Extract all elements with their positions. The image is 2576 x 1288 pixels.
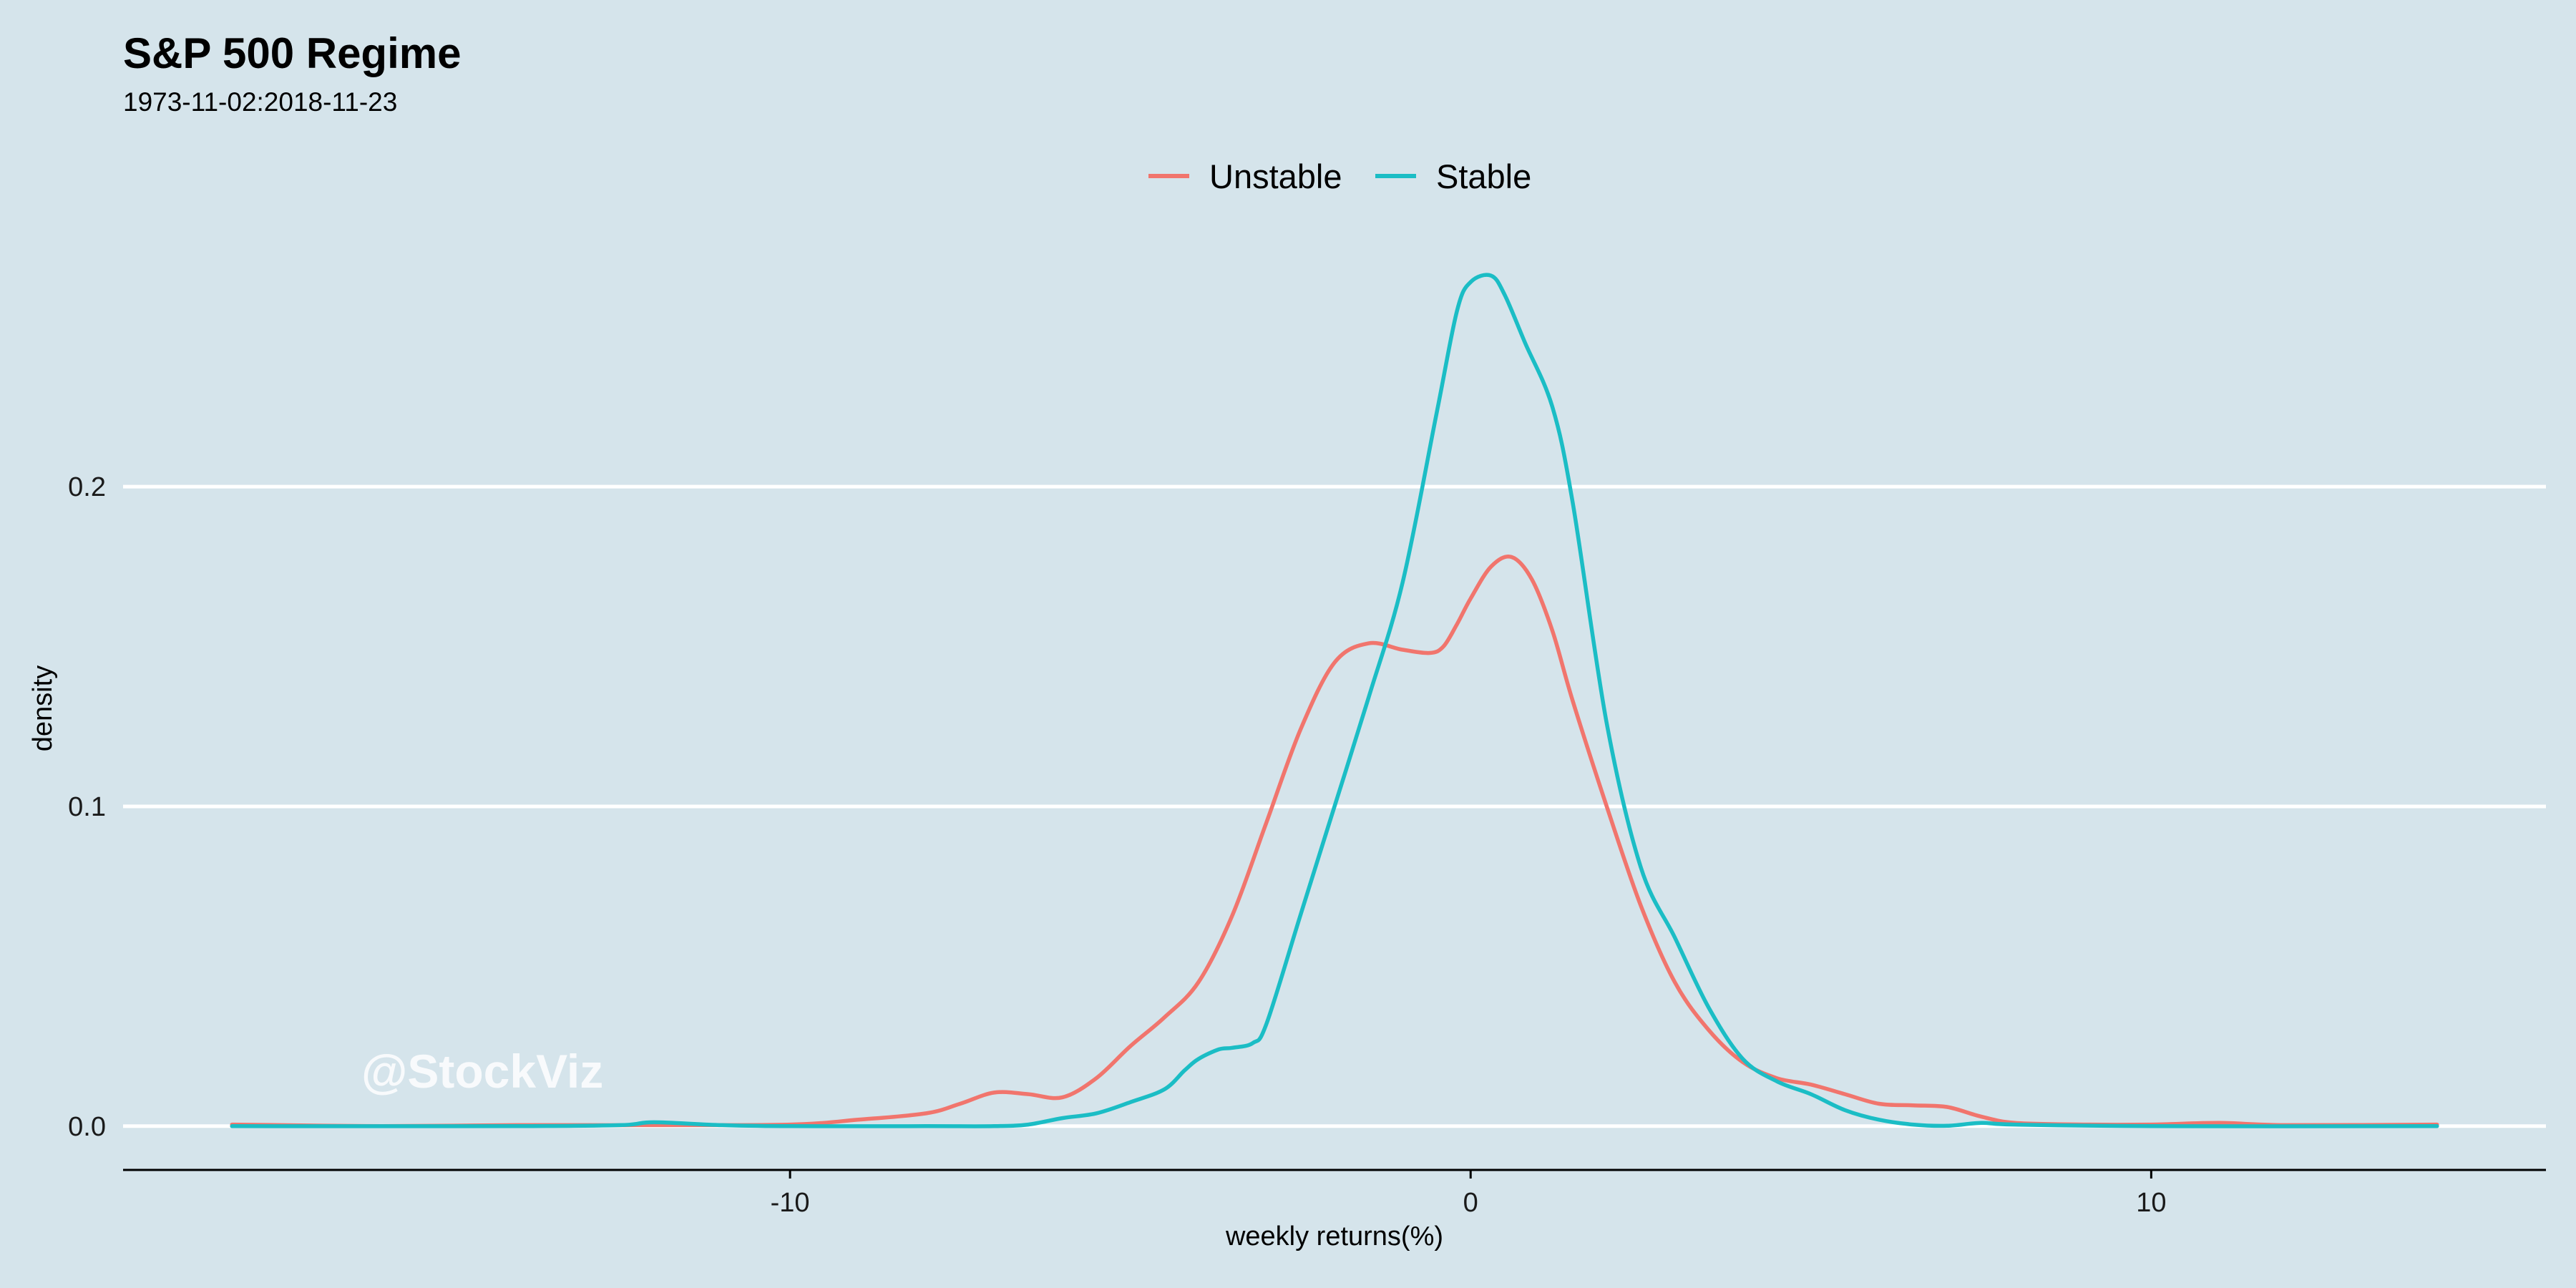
legend-label-unstable: Unstable: [1209, 157, 1342, 195]
legend-label-stable: Stable: [1436, 157, 1531, 195]
x-tick-label: 10: [2136, 1188, 2166, 1218]
watermark-text: @StockViz: [361, 1045, 603, 1098]
y-axis-ticks: 0.0 0.1 0.2: [68, 472, 106, 1142]
x-axis-title: weekly returns(%): [1225, 1221, 1443, 1252]
y-tick-label: 0.2: [68, 472, 106, 502]
y-axis-title: density: [28, 665, 58, 751]
chart-title: S&P 500 Regime: [123, 29, 461, 77]
series-line-stable: [230, 273, 2439, 1128]
x-tick-label: -10: [771, 1188, 810, 1218]
legend: Unstable Stable: [1148, 157, 1531, 195]
series-line-unstable: [230, 555, 2439, 1128]
series-lines: [230, 273, 2439, 1128]
x-axis-ticks: -10 0 10: [771, 1170, 2166, 1218]
x-tick-label: 0: [1463, 1188, 1478, 1218]
chart-subtitle: 1973-11-02:2018-11-23: [123, 87, 397, 117]
y-tick-label: 0.1: [68, 792, 106, 822]
y-tick-label: 0.0: [68, 1112, 106, 1142]
